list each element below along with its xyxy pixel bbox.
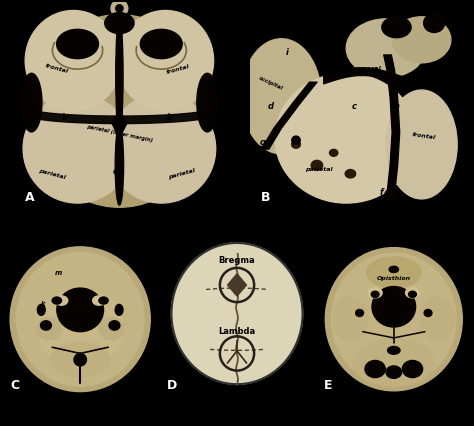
Ellipse shape — [371, 291, 379, 297]
Text: parietal (inner margin): parietal (inner margin) — [86, 124, 153, 144]
Text: c: c — [352, 102, 357, 111]
Text: b: b — [62, 113, 68, 122]
Ellipse shape — [405, 288, 419, 298]
Ellipse shape — [329, 150, 338, 156]
Ellipse shape — [356, 310, 364, 317]
Ellipse shape — [55, 296, 68, 305]
Polygon shape — [172, 243, 302, 384]
Ellipse shape — [52, 297, 62, 304]
Ellipse shape — [331, 253, 456, 386]
Ellipse shape — [292, 141, 301, 148]
Ellipse shape — [37, 305, 45, 315]
Ellipse shape — [242, 39, 321, 154]
Ellipse shape — [92, 296, 105, 305]
Text: i: i — [286, 48, 289, 57]
Ellipse shape — [372, 287, 416, 327]
Ellipse shape — [424, 310, 432, 317]
Ellipse shape — [402, 360, 423, 377]
Ellipse shape — [29, 14, 210, 207]
Ellipse shape — [275, 73, 418, 203]
Text: D: D — [167, 379, 177, 392]
Ellipse shape — [116, 5, 123, 12]
Ellipse shape — [420, 297, 455, 341]
Text: Bregma: Bregma — [219, 256, 255, 265]
Ellipse shape — [74, 354, 86, 366]
Text: frontal: frontal — [45, 63, 69, 75]
Ellipse shape — [388, 346, 400, 354]
Text: d: d — [268, 102, 274, 111]
Ellipse shape — [116, 18, 123, 133]
Text: B: B — [260, 191, 270, 204]
Text: f: f — [118, 102, 121, 111]
Ellipse shape — [37, 288, 123, 369]
Ellipse shape — [10, 247, 150, 391]
Ellipse shape — [368, 288, 382, 298]
Text: h: h — [393, 102, 400, 111]
Text: g: g — [117, 192, 122, 201]
Ellipse shape — [56, 29, 99, 59]
Text: m: m — [55, 270, 62, 276]
Ellipse shape — [17, 252, 144, 386]
Ellipse shape — [109, 321, 120, 330]
Text: l: l — [71, 290, 73, 296]
Ellipse shape — [51, 343, 110, 377]
Ellipse shape — [392, 17, 451, 63]
Ellipse shape — [365, 360, 385, 377]
Polygon shape — [228, 274, 246, 296]
Ellipse shape — [389, 266, 399, 273]
Text: b: b — [392, 153, 397, 161]
Text: f: f — [380, 188, 383, 197]
Ellipse shape — [353, 340, 434, 386]
Text: c: c — [113, 167, 118, 176]
Ellipse shape — [386, 90, 457, 199]
Text: C: C — [10, 379, 19, 392]
Ellipse shape — [371, 338, 417, 363]
Text: Lambda: Lambda — [219, 327, 255, 336]
Ellipse shape — [115, 126, 124, 205]
Ellipse shape — [292, 136, 300, 144]
Ellipse shape — [57, 288, 103, 332]
Ellipse shape — [107, 94, 216, 203]
Ellipse shape — [345, 170, 356, 178]
Text: frontal: frontal — [411, 132, 436, 140]
Ellipse shape — [333, 297, 367, 341]
Ellipse shape — [346, 19, 426, 78]
Text: frontal: frontal — [166, 63, 190, 75]
Ellipse shape — [386, 366, 401, 378]
Text: A: A — [25, 191, 35, 204]
Ellipse shape — [21, 73, 42, 132]
Text: E: E — [324, 379, 332, 392]
Text: parietal: parietal — [38, 168, 66, 180]
Ellipse shape — [325, 248, 462, 391]
Ellipse shape — [197, 73, 218, 132]
Ellipse shape — [382, 17, 411, 38]
Ellipse shape — [111, 0, 128, 17]
Ellipse shape — [36, 318, 62, 340]
Ellipse shape — [117, 11, 214, 111]
Text: parietal: parietal — [168, 168, 196, 180]
Ellipse shape — [385, 190, 395, 200]
Ellipse shape — [40, 321, 51, 330]
Text: g: g — [259, 138, 265, 147]
Text: k: k — [40, 301, 45, 307]
Ellipse shape — [25, 11, 121, 111]
Ellipse shape — [23, 94, 132, 203]
Text: temporal: temporal — [348, 66, 382, 72]
Ellipse shape — [424, 14, 445, 32]
Ellipse shape — [99, 318, 124, 340]
Ellipse shape — [366, 257, 421, 288]
Text: b: b — [167, 113, 173, 122]
Ellipse shape — [115, 305, 123, 315]
Text: parietal: parietal — [305, 167, 333, 172]
Ellipse shape — [105, 13, 134, 34]
Text: Opisthion: Opisthion — [377, 276, 411, 281]
Ellipse shape — [140, 29, 182, 59]
Text: occipital: occipital — [258, 76, 284, 92]
Ellipse shape — [99, 297, 108, 304]
Ellipse shape — [409, 291, 416, 297]
Ellipse shape — [311, 160, 323, 170]
Polygon shape — [112, 109, 127, 138]
